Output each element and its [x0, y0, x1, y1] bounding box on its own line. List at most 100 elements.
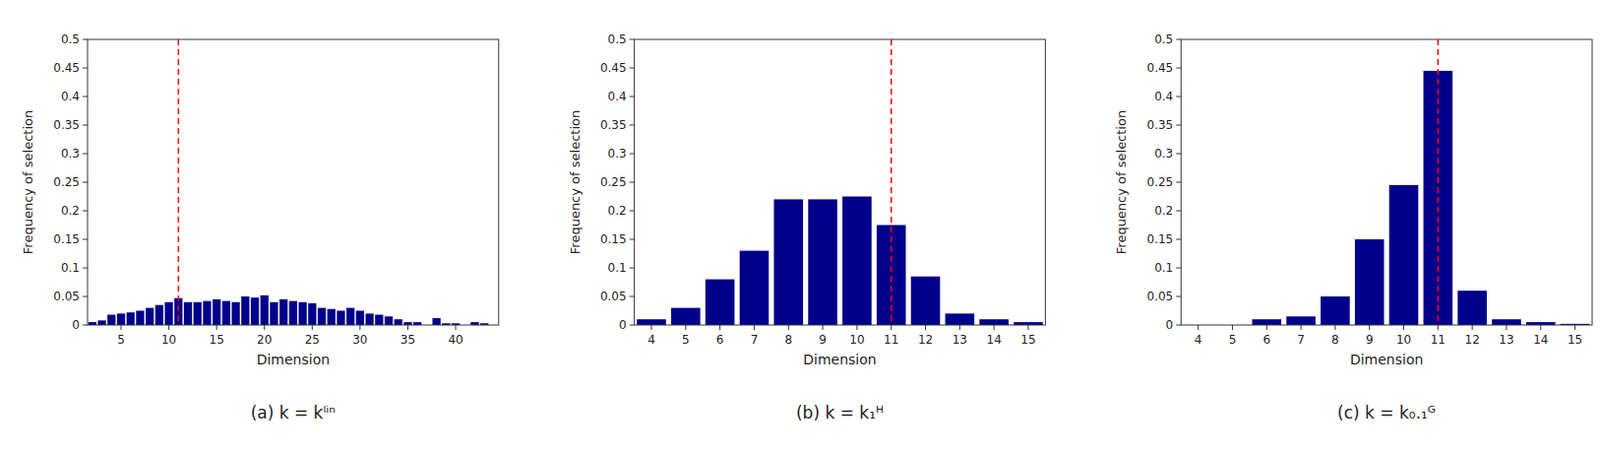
y-tick-label: 0: [71, 317, 80, 332]
x-tick-label: 10: [1396, 332, 1412, 347]
x-tick-label: 5: [1229, 332, 1237, 347]
y-tick-label: 0.05: [600, 289, 627, 304]
bar: [317, 307, 326, 325]
y-tick-label: 0.4: [1154, 89, 1173, 104]
x-tick-label: 12: [918, 332, 933, 347]
bar: [671, 307, 701, 325]
bar: [394, 318, 403, 325]
bar: [298, 302, 307, 325]
y-tick: [82, 210, 88, 212]
y-tick: [82, 267, 88, 269]
x-tick: [719, 324, 721, 330]
x-tick: [407, 324, 409, 330]
x-tick: [684, 324, 686, 330]
y-tick-label: 0: [1166, 317, 1174, 332]
y-tick-label: 0.35: [600, 118, 627, 132]
x-tick-label: 6: [1262, 332, 1271, 347]
bar: [346, 307, 355, 325]
caption: (c) k = k₀.₁ᴳ: [1337, 402, 1436, 423]
bar: [705, 279, 736, 325]
y-tick-label: 0.05: [53, 289, 80, 304]
x-tick-label: 10: [849, 332, 864, 347]
x-tick-label: 9: [1365, 332, 1374, 347]
y-tick-label: 0.5: [61, 32, 80, 47]
y-tick: [1175, 239, 1181, 241]
bar: [1457, 290, 1487, 325]
x-tick-label: 5: [117, 332, 125, 347]
x-axis-label: Dimension: [256, 351, 330, 368]
y-tick: [82, 324, 88, 326]
bar: [1491, 318, 1522, 325]
x-axis-label: Dimension: [1350, 351, 1423, 368]
y-tick-label: 0.1: [61, 260, 80, 275]
bar: [202, 301, 211, 325]
y-tick: [82, 296, 88, 298]
y-tick: [629, 210, 635, 212]
y-tick: [82, 153, 88, 155]
y-tick: [1175, 96, 1181, 98]
caption: (b) k = k₁ᴴ: [796, 402, 884, 423]
plot-background: [87, 39, 499, 325]
x-tick: [993, 324, 995, 330]
x-tick: [822, 324, 824, 330]
bar: [365, 312, 373, 325]
y-tick: [82, 239, 88, 241]
x-tick: [216, 324, 218, 330]
y-tick-label: 0.35: [53, 118, 80, 132]
x-tick: [1472, 324, 1474, 330]
x-tick-label: 15: [1020, 332, 1036, 347]
y-tick-label: 0.45: [53, 61, 80, 75]
x-tick: [121, 324, 123, 330]
y-tick-label: 0.05: [1147, 289, 1174, 304]
x-tick-label: 10: [161, 332, 177, 347]
bar: [307, 303, 316, 325]
x-tick-label: 30: [352, 332, 368, 347]
y-tick-label: 0.3: [608, 146, 627, 161]
bar: [773, 198, 803, 325]
bar: [636, 318, 667, 325]
marks: [636, 39, 1044, 325]
y-tick-label: 0.35: [1147, 118, 1174, 132]
y-tick-label: 0.1: [608, 260, 627, 275]
y-tick: [82, 182, 88, 184]
x-tick: [455, 324, 457, 330]
y-tick-label: 0.25: [600, 175, 627, 189]
plot-background: [1180, 39, 1593, 325]
y-tick: [629, 67, 635, 69]
bar: [117, 312, 125, 325]
x-tick-label: 40: [447, 332, 463, 347]
x-tick-label: 11: [883, 332, 899, 347]
bar: [842, 196, 872, 326]
y-tick: [82, 96, 88, 98]
x-tick: [959, 324, 961, 330]
y-tick-label: 0.2: [1154, 203, 1173, 218]
y-tick-label: 0.15: [1147, 232, 1174, 247]
bar: [212, 299, 221, 325]
y-tick: [629, 182, 635, 184]
marks: [1251, 39, 1590, 325]
bar: [97, 319, 106, 325]
x-tick-label: 6: [716, 332, 725, 347]
bar: [945, 312, 976, 325]
bar: [184, 302, 192, 325]
y-tick: [82, 39, 88, 41]
y-tick: [629, 267, 635, 269]
x-axis-label: Dimension: [802, 351, 876, 368]
y-tick: [1175, 39, 1181, 41]
bar: [384, 315, 393, 325]
bar: [260, 295, 269, 325]
x-tick: [168, 324, 170, 330]
y-axis-label: Frequency of selection: [1113, 110, 1129, 254]
y-tick-label: 0.3: [61, 146, 80, 161]
y-tick-label: 0.2: [608, 203, 627, 218]
x-tick: [263, 324, 265, 330]
plot-frame: [634, 39, 1047, 325]
bar: [739, 250, 770, 325]
x-tick-label: 8: [784, 332, 793, 347]
bar: [336, 310, 345, 326]
bar: [979, 318, 1009, 325]
x-tick: [924, 324, 926, 330]
plot-background: [634, 39, 1047, 325]
x-tick: [311, 324, 313, 330]
x-tick-label: 20: [256, 332, 272, 347]
